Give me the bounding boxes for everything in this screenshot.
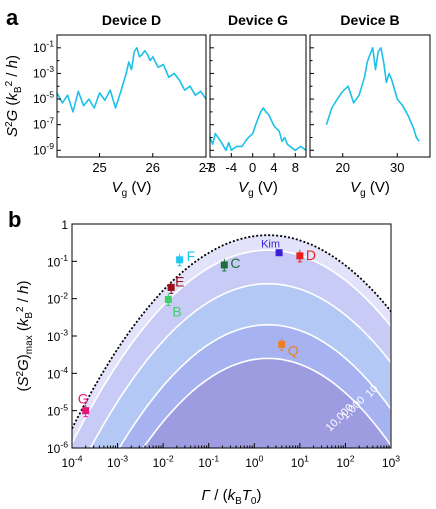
- y-tick-label: 10-9: [33, 141, 54, 157]
- y-tick-label: 10-3: [47, 328, 68, 344]
- data-point-kim: Kim: [261, 239, 283, 257]
- x-tick-label: 10-1: [198, 454, 219, 470]
- data-curve: [325, 47, 420, 142]
- y-tick-label: 10-5: [47, 402, 68, 418]
- contour-band: [142, 357, 391, 448]
- y-tick-label: 10-5: [33, 90, 54, 106]
- data-point-b: B: [164, 293, 182, 319]
- plot-frame: [209, 34, 307, 158]
- data-point-q: Q: [278, 338, 299, 358]
- point-marker: [176, 256, 184, 264]
- x-tick-label: 8: [292, 160, 299, 175]
- data-curve: [56, 47, 207, 113]
- x-tick-label: 10-3: [107, 454, 128, 470]
- point-label: C: [230, 255, 240, 271]
- y-tick-label: 10-6: [47, 440, 68, 456]
- panel-b-label: b: [8, 207, 21, 232]
- data-point-d: D: [296, 247, 316, 263]
- x-tick-label: 100: [245, 454, 263, 470]
- data-curve: [209, 107, 307, 152]
- x-tick-label: 10-4: [61, 454, 82, 470]
- point-marker: [296, 252, 304, 260]
- y-tick-label: 10-1: [47, 253, 68, 269]
- data-point-f: F: [176, 248, 196, 267]
- point-marker: [275, 249, 283, 257]
- data-point-e: E: [167, 273, 185, 294]
- subplot-title: Device D: [102, 12, 161, 28]
- x-tick-label: -4: [226, 160, 238, 175]
- point-marker: [167, 283, 175, 291]
- plot-frame: [56, 34, 207, 158]
- upper-bound-curve: [72, 234, 391, 429]
- point-label: F: [187, 248, 196, 264]
- point-label: Kim: [261, 239, 280, 251]
- x-tick-label: 10-2: [153, 454, 174, 470]
- data-point-c: C: [220, 255, 240, 272]
- y-tick-label: 10-2: [47, 290, 68, 306]
- x-tick-label: 0: [249, 160, 256, 175]
- point-label: D: [306, 247, 316, 263]
- x-tick-label: 20: [335, 160, 349, 175]
- subplot-title: Device B: [340, 12, 399, 28]
- x-axis-label: Vg (V): [112, 179, 152, 199]
- point-label: E: [175, 273, 184, 289]
- point-label: Q: [288, 342, 299, 358]
- x-tick-label: -8: [204, 160, 216, 175]
- x-tick-label: 25: [92, 160, 106, 175]
- y-tick-label: 10-4: [47, 365, 68, 381]
- y-tick-label: 10-1: [33, 38, 54, 54]
- main-plot-area: [72, 234, 391, 448]
- point-label: G: [78, 391, 89, 407]
- x-tick-label: 102: [336, 454, 354, 470]
- point-marker: [278, 340, 286, 348]
- panel-a: Device D 25 26 27 10-9 10-7 10-5 10-3 10-1 Vg (V)…: [4, 12, 431, 199]
- subplot-device-g: Device G -8 -4 0 4 8 Vg (V): [204, 12, 307, 199]
- y-axis-label: (S2G)max (kB2 / h): [15, 281, 35, 392]
- point-label: B: [172, 303, 181, 319]
- y-tick-label: 1: [61, 218, 68, 232]
- x-tick-label: 103: [382, 454, 400, 470]
- y-tick-label: 10-3: [33, 64, 54, 80]
- panel-a-label: a: [6, 5, 19, 30]
- data-point-g: G: [78, 391, 90, 418]
- subplot-title: Device G: [228, 12, 288, 28]
- point-marker: [164, 295, 172, 303]
- y-axis-label: S2G (kB2 / h): [4, 55, 24, 137]
- x-tick-label: 26: [146, 160, 160, 175]
- x-axis-label: Vg (V): [350, 179, 390, 199]
- y-tick-label: 10-7: [33, 115, 54, 131]
- x-tick-label: 101: [291, 454, 309, 470]
- plot-frame: [309, 34, 431, 158]
- x-tick-label: 30: [390, 160, 404, 175]
- point-marker: [82, 407, 90, 415]
- x-tick-label: 4: [270, 160, 277, 175]
- point-marker: [220, 261, 228, 269]
- x-axis-label: Vg (V): [238, 179, 278, 199]
- x-tick-label: 27: [199, 160, 213, 175]
- subplot-device-d: Device D 25 26 27 10-9 10-7 10-5 10-3 10-1 Vg (V)…: [4, 12, 213, 199]
- x-axis-label: Γ / (kBT0): [202, 487, 262, 507]
